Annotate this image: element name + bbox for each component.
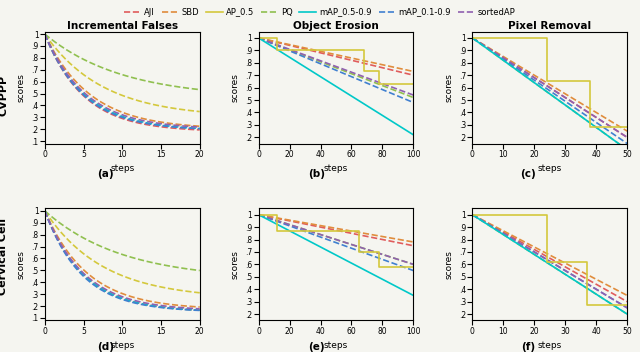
Y-axis label: scores: scores xyxy=(17,250,26,279)
X-axis label: steps: steps xyxy=(110,341,134,350)
Text: (d): (d) xyxy=(97,342,114,352)
Text: (a): (a) xyxy=(97,169,114,179)
Y-axis label: scores: scores xyxy=(444,250,453,279)
Y-axis label: scores: scores xyxy=(444,73,453,102)
Y-axis label: scores: scores xyxy=(230,73,239,102)
X-axis label: steps: steps xyxy=(110,164,134,174)
Title: Object Erosion: Object Erosion xyxy=(293,21,379,31)
Text: Cervical Cell: Cervical Cell xyxy=(0,219,8,295)
Y-axis label: scores: scores xyxy=(17,73,26,102)
Title: Incremental Falses: Incremental Falses xyxy=(67,21,178,31)
Text: (e): (e) xyxy=(308,342,325,352)
Text: CVPPP: CVPPP xyxy=(0,75,8,115)
X-axis label: steps: steps xyxy=(538,341,562,350)
X-axis label: steps: steps xyxy=(324,341,348,350)
Text: (b): (b) xyxy=(308,169,325,179)
Text: (c): (c) xyxy=(520,169,536,179)
Legend: AJI, SBD, AP_0.5, PQ, mAP_0.5-0.9, mAP_0.1-0.9, sortedAP: AJI, SBD, AP_0.5, PQ, mAP_0.5-0.9, mAP_0… xyxy=(121,4,519,20)
X-axis label: steps: steps xyxy=(324,164,348,174)
X-axis label: steps: steps xyxy=(538,164,562,174)
Text: (f): (f) xyxy=(521,342,535,352)
Title: Pixel Removal: Pixel Removal xyxy=(508,21,591,31)
Y-axis label: scores: scores xyxy=(230,250,239,279)
